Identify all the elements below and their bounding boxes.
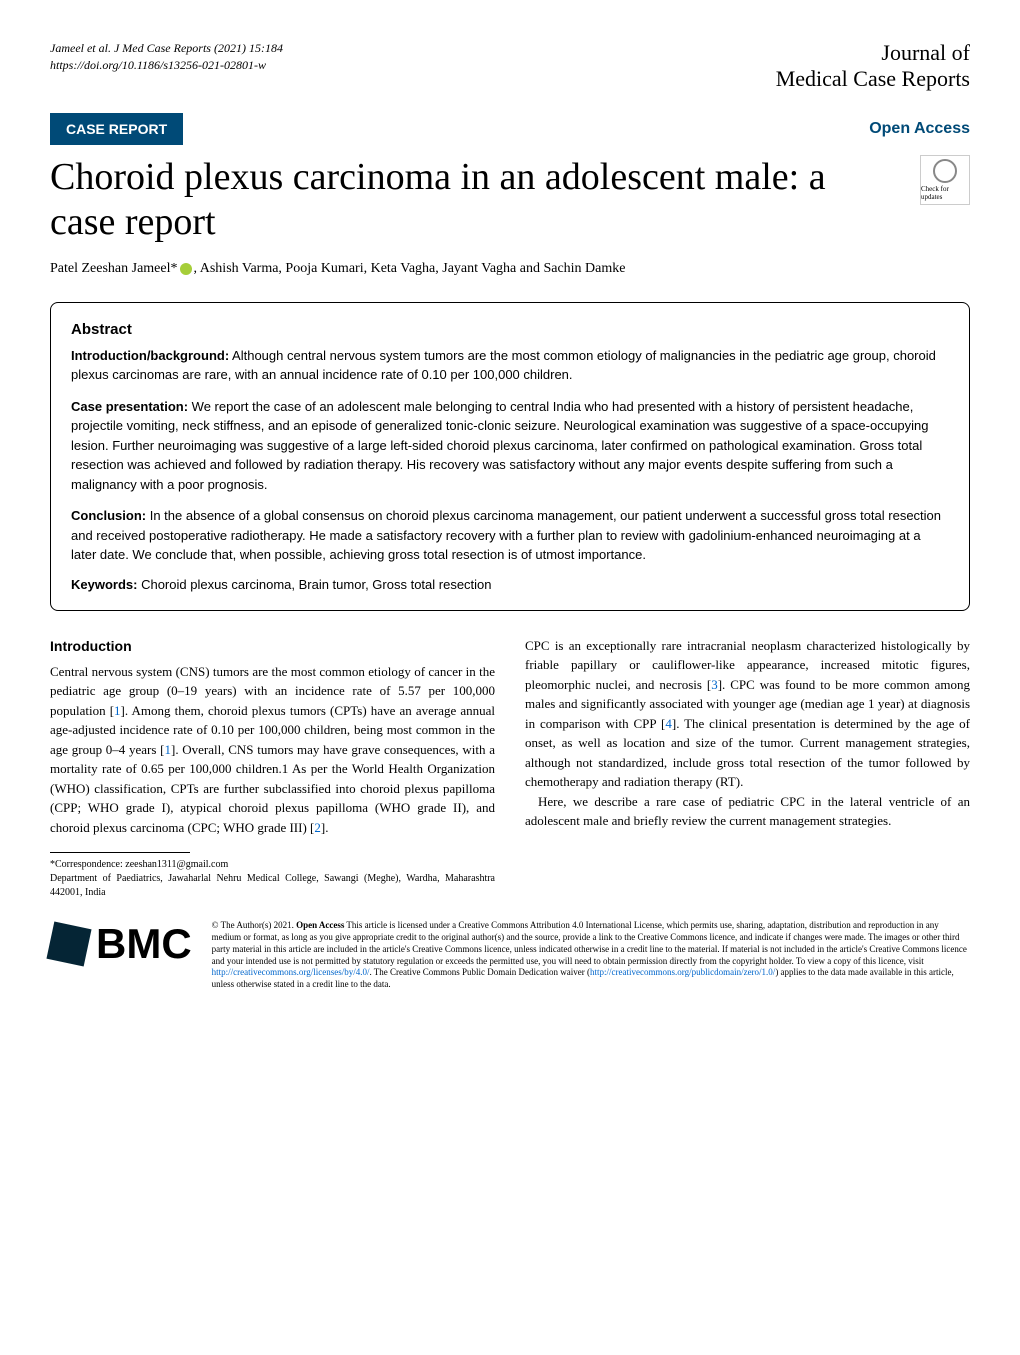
abstract-box: Abstract Introduction/background: Althou… [50,302,970,611]
correspondence: *Correspondence: zeeshan1311@gmail.com D… [50,858,495,900]
citation: Jameel et al. J Med Case Reports (2021) … [50,40,283,74]
conclusion-text: In the absence of a global consensus on … [71,508,941,562]
bmc-text: BMC [96,920,192,968]
check-updates-icon [933,159,957,183]
open-access-label: Open Access [869,120,970,138]
correspondence-affiliation: Department of Paediatrics, Jawaharlal Ne… [50,872,495,900]
case-report-badge: CASE REPORT [50,113,183,145]
bmc-square-icon [46,922,91,967]
cpc-paragraph-1: CPC is an exceptionally rare intracrania… [525,636,970,792]
left-column: Introduction Central nervous system (CNS… [50,636,495,901]
check-updates-badge[interactable]: Check for updates [920,155,970,205]
check-updates-text: Check for updates [921,185,969,201]
correspondence-email: *Correspondence: zeeshan1311@gmail.com [50,858,495,872]
intro-label: Introduction/background: [71,348,229,363]
abstract-intro: Introduction/background: Although centra… [71,346,949,385]
body-columns: Introduction Central nervous system (CNS… [50,636,970,901]
abstract-case: Case presentation: We report the case of… [71,397,949,495]
abstract-heading: Abstract [71,321,949,338]
intro-paragraph: Central nervous system (CNS) tumors are … [50,662,495,838]
citation-line2: https://doi.org/10.1186/s13256-021-02801… [50,57,283,74]
header-row: Jameel et al. J Med Case Reports (2021) … [50,40,970,93]
bmc-logo: BMC [50,920,192,968]
license-link-2[interactable]: http://creativecommons.org/publicdomain/… [590,967,775,977]
keywords-label: Keywords: [71,577,137,592]
authors: Patel Zeeshan Jameel*, Ashish Varma, Poo… [50,261,970,277]
cpc-paragraph-2: Here, we describe a rare case of pediatr… [525,792,970,831]
right-column: CPC is an exceptionally rare intracrania… [525,636,970,901]
divider [50,852,190,853]
article-title: Choroid plexus carcinoma in an adolescen… [50,155,900,246]
footer: BMC © The Author(s) 2021. Open Access Th… [50,920,970,990]
title-row: Choroid plexus carcinoma in an adolescen… [50,155,970,246]
journal-line1: Journal of [776,40,970,66]
intro-heading: Introduction [50,636,495,657]
license-link-1[interactable]: http://creativecommons.org/licenses/by/4… [212,967,370,977]
case-text: We report the case of an adolescent male… [71,399,929,492]
case-label: Case presentation: [71,399,188,414]
authors-text: Patel Zeeshan Jameel*, Ashish Varma, Poo… [50,261,626,276]
conclusion-label: Conclusion: [71,508,146,523]
keywords: Keywords: Choroid plexus carcinoma, Brai… [71,577,949,592]
license-text: © The Author(s) 2021. Open Access This a… [212,920,970,990]
abstract-conclusion: Conclusion: In the absence of a global c… [71,506,949,565]
journal-line2: Medical Case Reports [776,66,970,92]
citation-line1: Jameel et al. J Med Case Reports (2021) … [50,40,283,57]
badge-row: CASE REPORT Open Access [50,113,970,145]
journal-title: Journal of Medical Case Reports [776,40,970,93]
keywords-text: Choroid plexus carcinoma, Brain tumor, G… [137,577,491,592]
orcid-icon[interactable] [180,263,192,275]
